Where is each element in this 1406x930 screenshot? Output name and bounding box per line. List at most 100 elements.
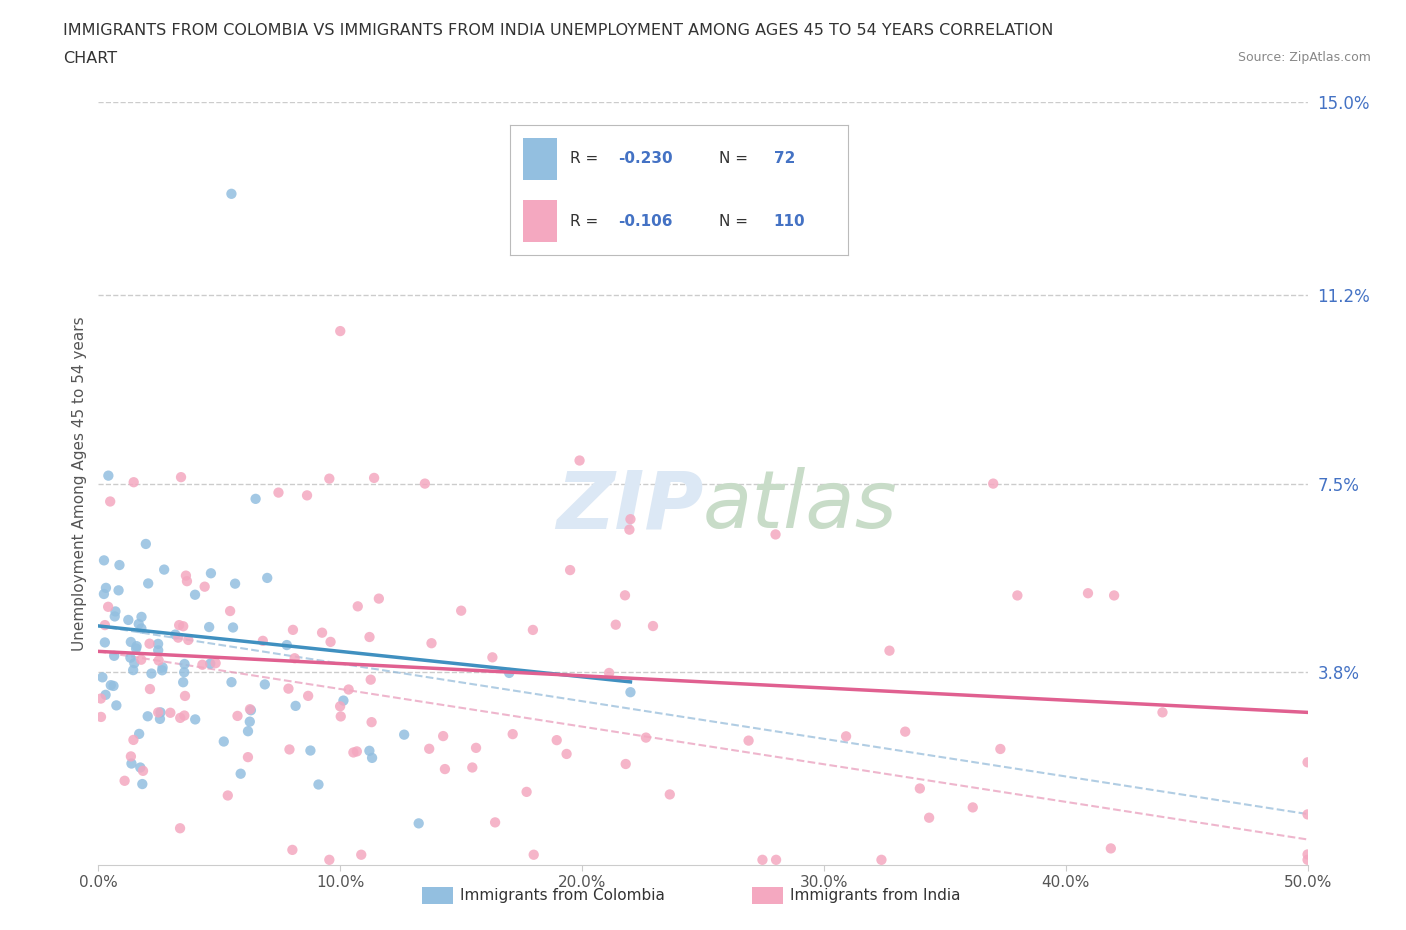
Point (614, 757, 637, 772)
Point (152, 660, 174, 675)
Point (131, 609, 153, 624)
Point (169, 711, 191, 725)
Point (184, 587, 207, 602)
Point (194, 579, 217, 594)
Point (122, 475, 145, 490)
Text: Immigrants from Colombia: Immigrants from Colombia (460, 888, 665, 903)
Point (226, 709, 249, 724)
Point (523, 847, 546, 862)
Point (204, 656, 226, 671)
Point (737, 733, 759, 748)
Point (658, 787, 681, 802)
Point (245, 491, 267, 506)
Point (90, 691, 112, 706)
Point (546, 733, 568, 748)
Point (229, 766, 252, 781)
Point (1152, 705, 1174, 720)
Point (141, 666, 163, 681)
Point (256, 570, 278, 585)
Point (108, 558, 131, 573)
Point (1007, 588, 1029, 603)
Point (329, 709, 352, 724)
Point (174, 688, 197, 703)
Point (337, 682, 360, 697)
Text: Source: ZipAtlas.com: Source: ZipAtlas.com (1237, 51, 1371, 64)
Point (641, 618, 664, 633)
Point (128, 726, 150, 741)
Point (114, 774, 136, 789)
Point (198, 619, 221, 634)
Point (170, 470, 193, 485)
Point (129, 652, 152, 667)
Point (100, 678, 122, 693)
Point (765, 527, 787, 542)
Point (619, 684, 641, 699)
Point (167, 631, 190, 645)
Point (103, 679, 125, 694)
Point (329, 698, 352, 713)
Point (835, 729, 858, 744)
Point (267, 485, 290, 500)
Point (94, 580, 117, 595)
Point (299, 743, 322, 758)
Point (105, 698, 128, 712)
Point (153, 562, 176, 577)
Point (555, 747, 578, 762)
Text: IMMIGRANTS FROM COLOMBIA VS IMMIGRANTS FROM INDIA UNEMPLOYMENT AMONG AGES 45 TO : IMMIGRANTS FROM COLOMBIA VS IMMIGRANTS F… (63, 23, 1053, 38)
Text: Immigrants from India: Immigrants from India (790, 888, 960, 903)
Point (97, 599, 120, 614)
Point (128, 617, 150, 631)
Point (481, 650, 503, 665)
Point (125, 641, 148, 656)
Point (239, 714, 262, 729)
Point (98, 494, 121, 509)
Point (139, 682, 162, 697)
Point (1099, 841, 1122, 856)
Point (432, 728, 454, 743)
Point (120, 650, 142, 665)
Point (918, 810, 941, 825)
Point (450, 604, 472, 618)
Point (148, 705, 170, 720)
Point (420, 636, 443, 651)
Point (367, 591, 389, 606)
Point (598, 666, 620, 681)
Point (104, 609, 127, 624)
Point (131, 777, 153, 791)
Point (284, 698, 307, 713)
Point (97, 468, 120, 483)
Point (418, 741, 440, 756)
Point (342, 745, 364, 760)
Point (318, 853, 340, 868)
Point (159, 705, 181, 720)
Point (346, 744, 368, 759)
Point (619, 512, 641, 526)
Point (359, 630, 381, 644)
Point (121, 756, 143, 771)
Point (177, 632, 200, 647)
Point (221, 674, 243, 689)
Point (173, 708, 195, 723)
Point (200, 657, 222, 671)
Point (502, 726, 524, 741)
Point (765, 853, 787, 868)
Point (295, 488, 318, 503)
Point (184, 712, 207, 727)
Point (172, 618, 194, 633)
Point (870, 853, 893, 868)
Point (908, 781, 931, 796)
Point (319, 634, 342, 649)
Point (219, 604, 242, 618)
Point (135, 537, 157, 551)
Point (1102, 588, 1125, 603)
Point (605, 618, 627, 632)
Point (200, 565, 222, 580)
Point (253, 677, 276, 692)
Point (236, 750, 259, 764)
Point (120, 749, 142, 764)
Point (138, 636, 160, 651)
Point (103, 648, 125, 663)
Point (516, 784, 538, 799)
Point (167, 618, 190, 632)
Point (148, 653, 170, 668)
